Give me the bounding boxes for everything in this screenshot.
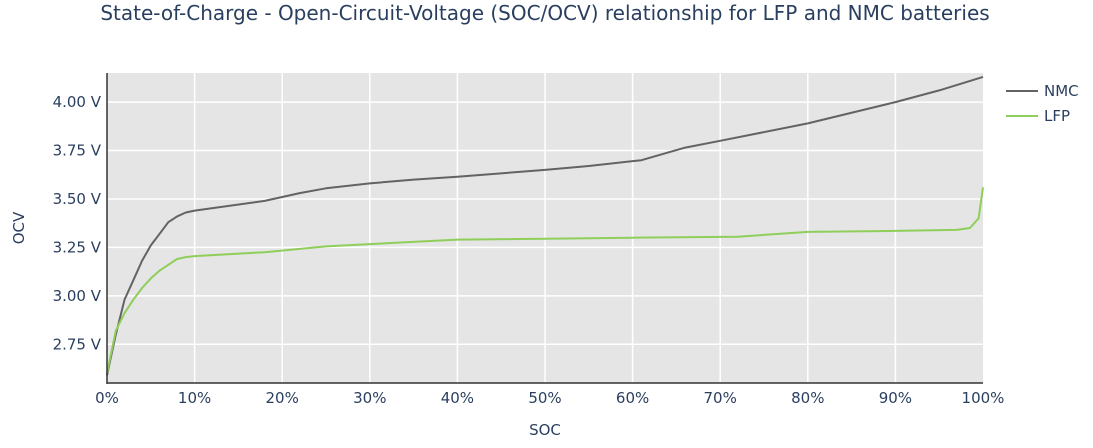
x-tick-label: 30% bbox=[353, 389, 386, 407]
chart-title: State-of-Charge - Open-Circuit-Voltage (… bbox=[100, 1, 989, 25]
y-axis-label: OCV bbox=[10, 211, 28, 244]
x-tick-label: 90% bbox=[879, 389, 912, 407]
x-tick-label: 80% bbox=[791, 389, 824, 407]
legend-label-nmc: NMC bbox=[1044, 82, 1079, 100]
x-tick-label: 20% bbox=[266, 389, 299, 407]
x-tick-label: 40% bbox=[441, 389, 474, 407]
legend-label-lfp: LFP bbox=[1044, 107, 1070, 125]
x-tick-label: 70% bbox=[704, 389, 737, 407]
tick-labels: 0% 10% 20% 30% 40% 50% 60% 70% 80% 90% 100% 2.75 V 3… bbox=[53, 93, 1005, 407]
x-tick-label: 100% bbox=[962, 389, 1005, 407]
x-tick-label: 50% bbox=[528, 389, 561, 407]
axes bbox=[106, 73, 983, 384]
legend[interactable]: NMC LFP bbox=[1006, 82, 1079, 125]
y-tick-label: 4.00 V bbox=[53, 93, 102, 111]
x-tick-label: 60% bbox=[616, 389, 649, 407]
series-line-lfp bbox=[106, 187, 984, 374]
series-line-nmc bbox=[106, 75, 984, 376]
x-axis-label: SOC bbox=[529, 421, 561, 439]
y-tick-label: 3.00 V bbox=[53, 287, 102, 305]
y-tick-label: 2.75 V bbox=[53, 335, 102, 353]
gridlines bbox=[107, 73, 983, 383]
y-tick-label: 3.50 V bbox=[53, 190, 102, 208]
series-lines bbox=[106, 75, 984, 376]
y-tick-label: 3.25 V bbox=[53, 238, 102, 256]
y-tick-label: 3.75 V bbox=[53, 142, 102, 160]
x-tick-label: 10% bbox=[178, 389, 211, 407]
x-tick-label: 0% bbox=[95, 389, 119, 407]
